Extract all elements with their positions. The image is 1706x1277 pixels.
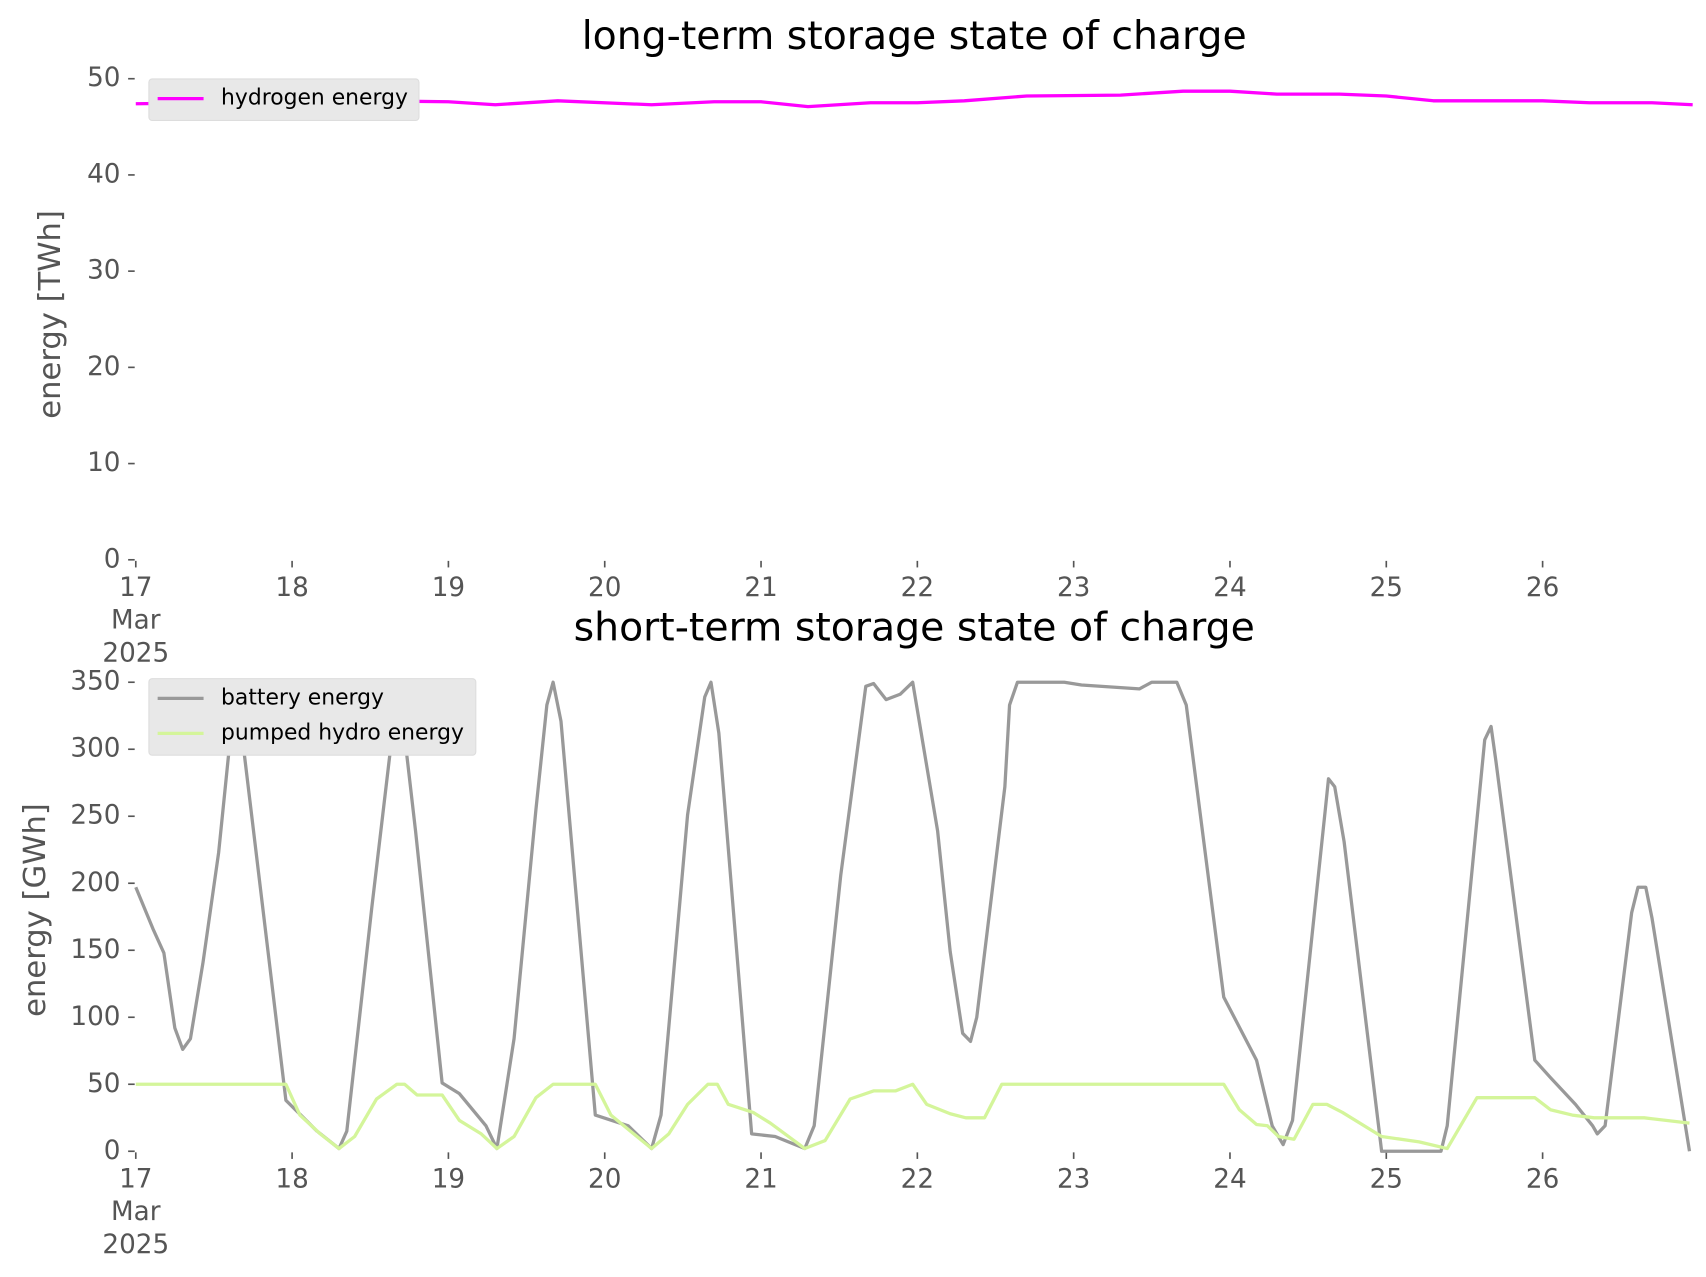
x-tick-label: 18 bbox=[275, 571, 309, 603]
x-tick-label-box: 17 Mar 2025 bbox=[102, 571, 170, 669]
y-tick-label: 150 bbox=[70, 935, 120, 965]
x-tick-label: 17 Mar 2025 bbox=[102, 1163, 170, 1260]
x-tick-label: 22 bbox=[900, 1163, 935, 1194]
x-tick-label-box: 24 bbox=[1213, 1163, 1247, 1194]
y-tick-label: 10 bbox=[87, 448, 120, 478]
x-tick-label-box: 19 bbox=[431, 1163, 466, 1194]
x-tick-label: 25 bbox=[1369, 1163, 1403, 1194]
x-tick-label: 19 bbox=[431, 571, 466, 603]
x-tick-label-box: 18 bbox=[275, 1163, 309, 1194]
y-tick-label: 50 bbox=[87, 1069, 120, 1099]
series-line bbox=[135, 1082, 1690, 1151]
y-tick-label: 20 bbox=[87, 352, 120, 382]
x-tick-label-box: 26 bbox=[1525, 1163, 1560, 1194]
x-tick-label-box: 20 bbox=[588, 571, 622, 603]
x-tick-label-box: 22 bbox=[900, 571, 935, 603]
legend-box bbox=[148, 78, 420, 122]
x-tick-label: 26 bbox=[1525, 1163, 1560, 1194]
y-tick-label: 250 bbox=[70, 801, 120, 831]
x-tick-label-box: 24 bbox=[1213, 571, 1247, 603]
y-tick-label: 50 bbox=[87, 63, 120, 93]
x-tick-label: 23 bbox=[1056, 571, 1091, 603]
y-tick-label: 40 bbox=[87, 159, 120, 189]
y-tick-label: 350 bbox=[70, 667, 120, 697]
x-tick-label-box: 25 bbox=[1369, 571, 1403, 603]
x-tick-label: 19 bbox=[431, 1163, 466, 1194]
x-tick-label-box: 20 bbox=[588, 1163, 622, 1194]
x-tick-label-box: 26 bbox=[1525, 571, 1560, 603]
y-axis-label: energy [GWh] bbox=[18, 803, 53, 1017]
x-tick-label: 23 bbox=[1056, 1163, 1091, 1194]
x-tick-label-box: 18 bbox=[275, 571, 309, 603]
x-tick-label-box: 21 bbox=[744, 571, 778, 603]
x-tick-label: 22 bbox=[900, 571, 935, 603]
legend-label: hydrogen energy bbox=[221, 86, 408, 111]
x-tick-label: 20 bbox=[588, 1163, 622, 1194]
x-tick-label-box: 19 bbox=[431, 571, 466, 603]
legend-label: pumped hydro energy bbox=[221, 720, 464, 745]
y-axis-label: energy [TWh] bbox=[33, 210, 68, 419]
y-tick-label: 30 bbox=[87, 256, 120, 286]
x-tick-label: 21 bbox=[744, 571, 778, 603]
x-tick-label-box: 21 bbox=[744, 1163, 778, 1194]
x-tick-label: 21 bbox=[744, 1163, 778, 1194]
x-tick-label: 26 bbox=[1525, 571, 1560, 603]
x-tick-label: 25 bbox=[1369, 571, 1403, 603]
chart-title: short-term storage state of charge bbox=[574, 604, 1255, 650]
x-tick-label-box: 17 Mar 2025 bbox=[102, 1163, 170, 1260]
series-line bbox=[134, 680, 1692, 1153]
x-tick-label: 24 bbox=[1213, 571, 1247, 603]
x-tick-label-box: 23 bbox=[1056, 1163, 1091, 1194]
x-tick-label-box: 23 bbox=[1056, 571, 1091, 603]
chart-title: long-term storage state of charge bbox=[582, 13, 1247, 59]
y-tick-label: 0 bbox=[104, 1136, 121, 1166]
x-tick-label: 18 bbox=[275, 1163, 309, 1194]
x-tick-label: 20 bbox=[588, 571, 622, 603]
x-tick-label-box: 25 bbox=[1369, 1163, 1403, 1194]
y-tick-label: 200 bbox=[70, 868, 120, 898]
legend-label: battery energy bbox=[221, 685, 384, 710]
y-tick-label: 300 bbox=[70, 734, 120, 764]
x-tick-label: 24 bbox=[1213, 1163, 1247, 1194]
y-tick-label: 0 bbox=[104, 544, 121, 574]
series-line bbox=[135, 89, 1693, 109]
legend-box bbox=[148, 678, 477, 756]
x-tick-label-box: 22 bbox=[900, 1163, 935, 1194]
x-tick-label: 17 Mar 2025 bbox=[102, 571, 170, 669]
y-tick-label: 100 bbox=[70, 1002, 120, 1032]
